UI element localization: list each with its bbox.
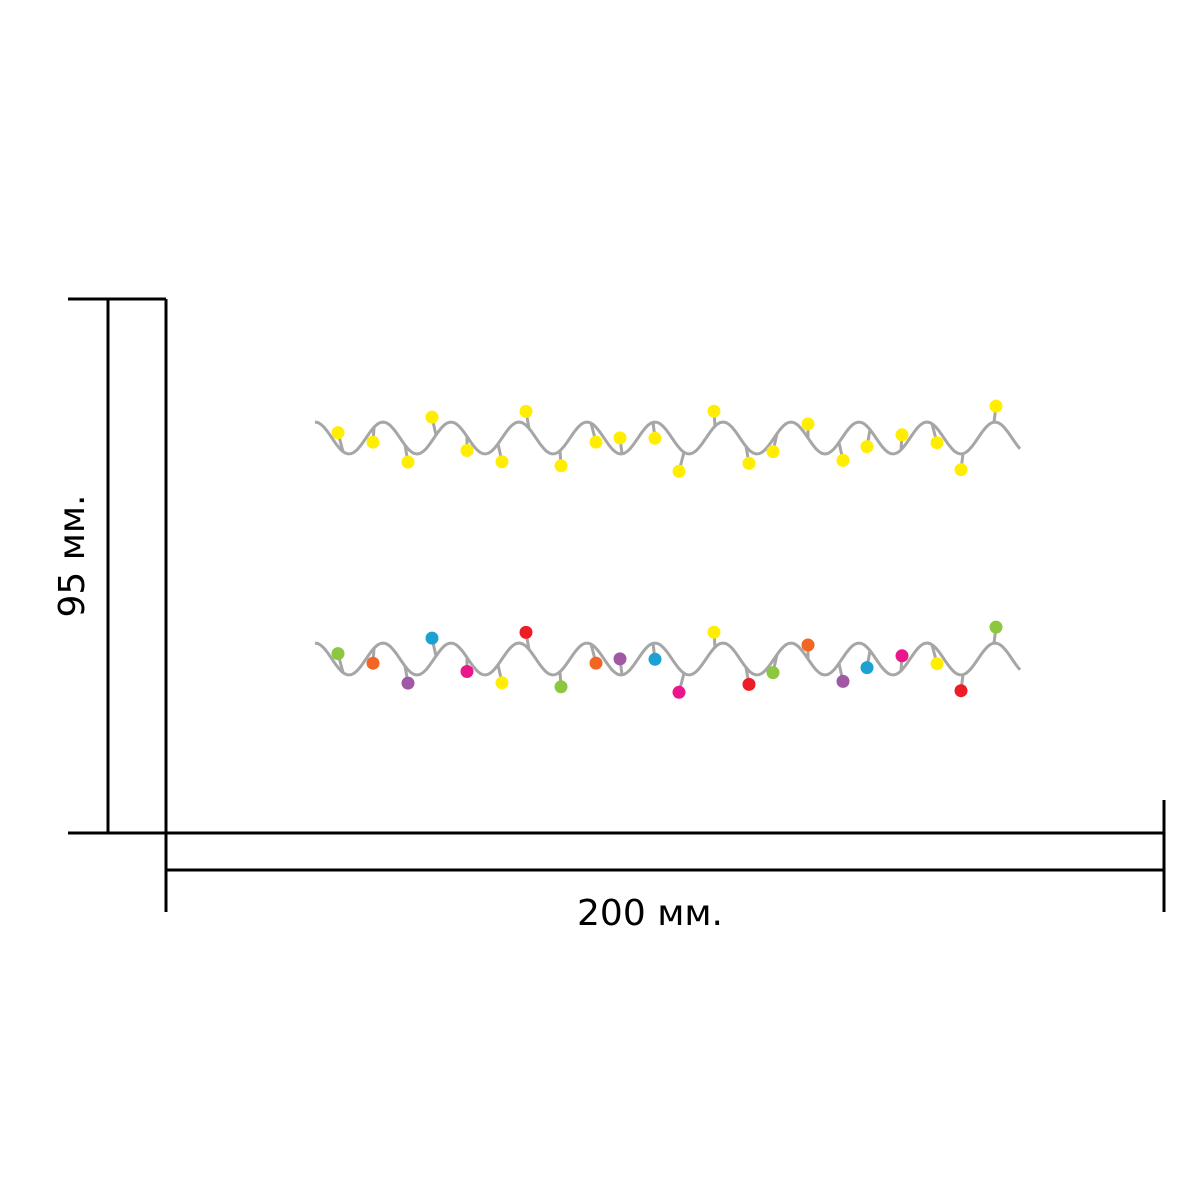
light-bulb [707, 625, 721, 639]
light-bulb [331, 426, 345, 440]
light-bulb [836, 674, 850, 688]
light-bulb [554, 459, 568, 473]
light-bulb [801, 417, 815, 431]
light-bulb [589, 656, 603, 670]
light-bulb [460, 665, 474, 678]
light-bulb [495, 455, 509, 469]
light-bulb [613, 431, 627, 445]
light-bulb [613, 652, 627, 666]
light-bulb [860, 661, 874, 675]
light-bulb [425, 410, 439, 424]
light-bulb [860, 440, 874, 454]
light-bulb [519, 625, 533, 639]
height-label: 95 мм. [52, 494, 93, 617]
product-panel [166, 298, 1166, 806]
light-bulb [648, 431, 662, 445]
light-bulb [801, 638, 815, 652]
light-bulb [672, 685, 686, 699]
light-bulb [954, 463, 968, 477]
light-bulb [930, 436, 944, 450]
warm-yellow-garland [314, 399, 1022, 478]
light-bulb [742, 677, 756, 691]
light-bulb [460, 444, 474, 457]
light-bulb [331, 647, 345, 661]
light-bulb [895, 428, 909, 442]
light-bulb [930, 657, 944, 671]
height-dimension [68, 297, 168, 835]
multicolor-garland [314, 620, 1022, 699]
light-bulb [672, 464, 686, 478]
light-bulb [519, 404, 533, 418]
light-bulb [742, 456, 756, 470]
light-bulb [989, 620, 1003, 634]
light-bulb [895, 649, 909, 663]
light-bulb [707, 404, 721, 418]
light-bulb [401, 676, 415, 690]
width-label: 200 мм. [577, 893, 723, 934]
light-bulb [401, 455, 415, 469]
light-bulb [589, 435, 603, 449]
width-dimension [164, 800, 1166, 912]
light-bulb [648, 652, 662, 666]
light-bulb [495, 676, 509, 690]
light-bulb [766, 666, 780, 680]
light-bulb [954, 684, 968, 698]
light-bulb [366, 435, 380, 449]
light-bulb [836, 453, 850, 467]
light-bulb [366, 656, 380, 670]
light-bulb [425, 631, 439, 645]
light-bulb [989, 399, 1003, 413]
light-bulb [766, 445, 780, 459]
light-bulb [554, 680, 568, 694]
